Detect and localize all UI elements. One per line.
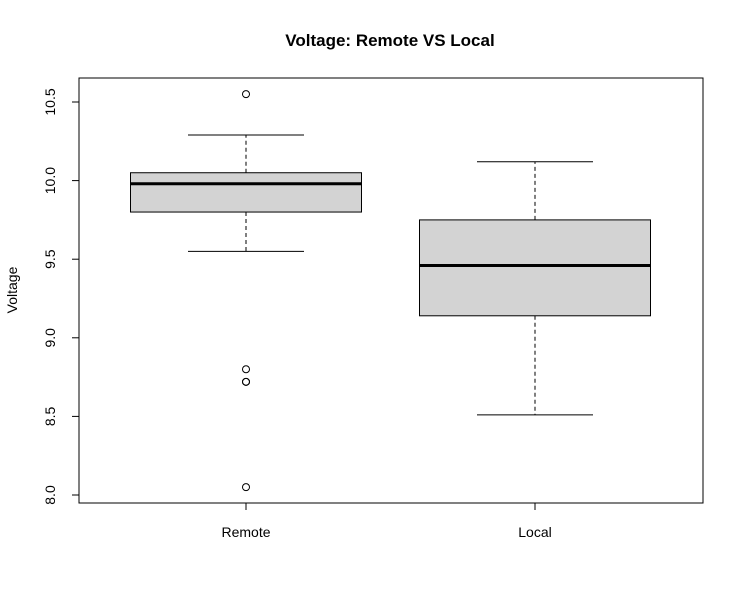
x-tick-label: Remote xyxy=(221,524,270,540)
iqr-box xyxy=(130,172,362,213)
outlier-point xyxy=(242,90,250,99)
plot-frame xyxy=(78,77,704,504)
y-tick-label: 8.0 xyxy=(42,485,58,505)
y-tick-label: 8.5 xyxy=(42,406,58,426)
y-tick-label: 9.0 xyxy=(42,328,58,348)
y-tick-label: 10.5 xyxy=(42,88,58,115)
outlier-point xyxy=(242,365,250,374)
y-axis: 8.0 8.5 9.0 9.5 10.0 10.5 xyxy=(42,88,79,505)
x-tick-label: Local xyxy=(518,524,551,540)
box-group-remote xyxy=(130,90,362,492)
y-tick-label: 9.5 xyxy=(42,249,58,269)
outlier-point xyxy=(242,377,250,386)
outlier-point xyxy=(242,483,250,492)
chart-title: Voltage: Remote VS Local xyxy=(285,31,494,50)
iqr-box xyxy=(419,219,651,317)
x-axis: Remote Local xyxy=(221,503,552,540)
y-tick-label: 10.0 xyxy=(42,167,58,194)
box-group-local xyxy=(419,161,651,416)
y-axis-label: Voltage xyxy=(4,266,20,313)
boxes-layer xyxy=(130,90,651,492)
